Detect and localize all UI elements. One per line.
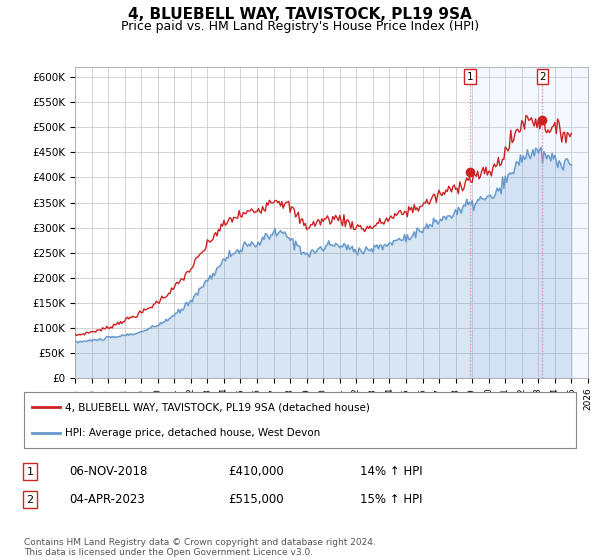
Text: £515,000: £515,000: [228, 493, 284, 506]
Text: 04-APR-2023: 04-APR-2023: [69, 493, 145, 506]
Bar: [542, 67, 588, 378]
Text: 2: 2: [26, 494, 34, 505]
Text: £410,000: £410,000: [228, 465, 284, 478]
Text: HPI: Average price, detached house, West Devon: HPI: Average price, detached house, West…: [65, 428, 320, 438]
Text: Price paid vs. HM Land Registry's House Price Index (HPI): Price paid vs. HM Land Registry's House …: [121, 20, 479, 32]
Text: Contains HM Land Registry data © Crown copyright and database right 2024.
This d: Contains HM Land Registry data © Crown c…: [24, 538, 376, 557]
Bar: [470, 67, 542, 378]
Text: 14% ↑ HPI: 14% ↑ HPI: [360, 465, 422, 478]
Text: 2: 2: [539, 72, 546, 82]
Text: 15% ↑ HPI: 15% ↑ HPI: [360, 493, 422, 506]
Text: 4, BLUEBELL WAY, TAVISTOCK, PL19 9SA (detached house): 4, BLUEBELL WAY, TAVISTOCK, PL19 9SA (de…: [65, 402, 370, 412]
Text: 4, BLUEBELL WAY, TAVISTOCK, PL19 9SA: 4, BLUEBELL WAY, TAVISTOCK, PL19 9SA: [128, 7, 472, 22]
Text: 1: 1: [466, 72, 473, 82]
Text: 06-NOV-2018: 06-NOV-2018: [69, 465, 148, 478]
Text: 1: 1: [26, 466, 34, 477]
